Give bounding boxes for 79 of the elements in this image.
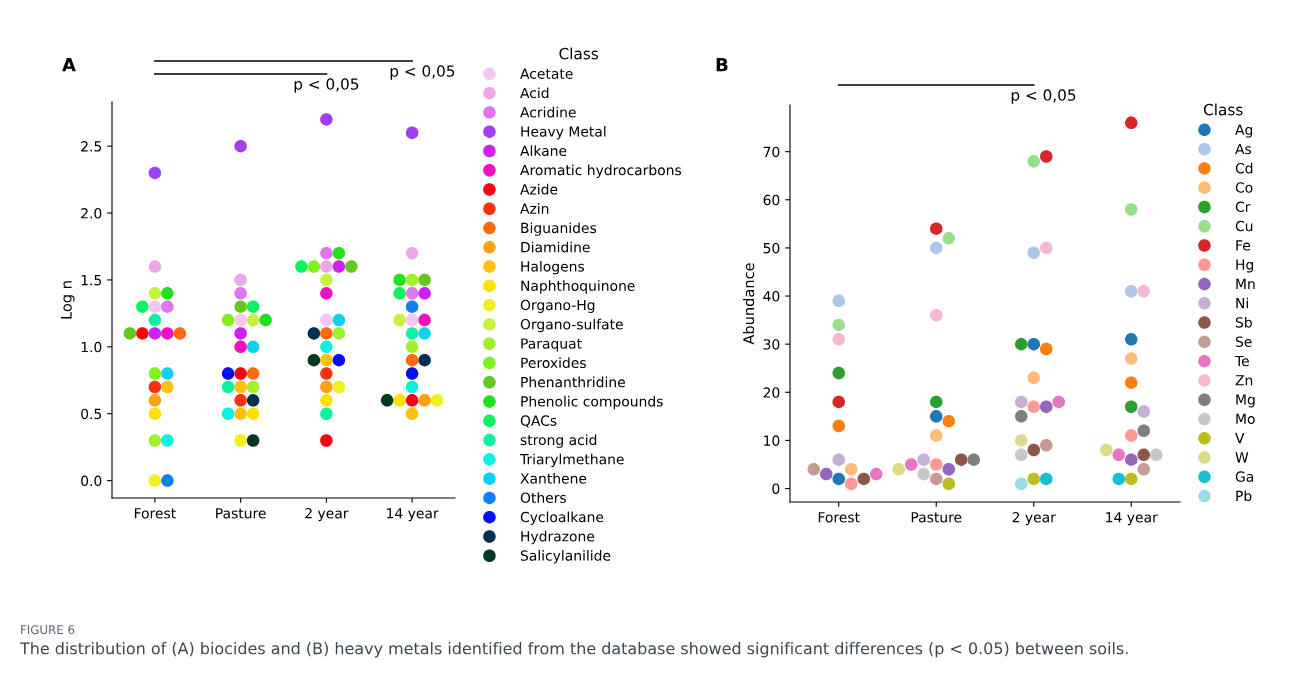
- text: p < 0,05: [1011, 89, 1076, 104]
- legend-label: Ag: [1235, 124, 1253, 138]
- legend-label: Heavy Metal: [521, 126, 606, 140]
- x-tick-label: Pasture: [216, 508, 266, 519]
- legend-label: Xanthene: [520, 472, 587, 484]
- legend-title: Class: [559, 47, 598, 60]
- legend-label: Sb: [1235, 316, 1252, 328]
- legend-label: Phenanthridine: [521, 376, 625, 388]
- legend-label: Hydrazone: [521, 530, 595, 545]
- legend-label: Ni: [1236, 297, 1248, 309]
- legend-label: Co: [1235, 182, 1253, 193]
- x-tick-label: Forest: [818, 512, 860, 523]
- y-tick-label: 1.0: [81, 341, 102, 353]
- y-tick-label: 0.0: [81, 475, 102, 487]
- legend-label: Ga: [1235, 471, 1254, 482]
- y-tick-label: 20: [763, 387, 780, 398]
- legend-label: Halogens: [521, 260, 585, 275]
- legend-label: Organo-sulfate: [520, 318, 623, 333]
- legend-label: Acid: [520, 87, 549, 99]
- legend-label: Salicylanilide: [520, 550, 611, 564]
- legend-label: Triarylmethane: [519, 453, 624, 468]
- legend-label: Fe: [1236, 240, 1251, 251]
- legend-label: strong acid: [520, 434, 597, 448]
- y-tick-label: 60: [763, 194, 780, 206]
- y-tick-label: 50: [763, 242, 780, 254]
- legend-label: Alkane: [520, 145, 567, 157]
- legend-label: Cycloalkane: [520, 511, 604, 525]
- legend-label: Cd: [1235, 162, 1253, 174]
- x-tick-label: 14 year: [1106, 512, 1158, 526]
- legend-label: Diamidine: [521, 241, 590, 253]
- legend-label: Te: [1234, 355, 1249, 367]
- y-tick-label: 0: [772, 483, 780, 494]
- chart-title: A: [62, 58, 76, 72]
- y-tick-label: 70: [763, 146, 780, 158]
- y-tick-label: 2.5: [81, 141, 102, 152]
- legend-title: Class: [1203, 103, 1243, 116]
- legend-label: Biguanides: [521, 222, 597, 236]
- x-tick-label: 2 year: [1012, 511, 1056, 526]
- legend-label: Organo-Hg: [520, 299, 595, 313]
- legend-label: Peroxides: [521, 357, 586, 369]
- legend-label: Azin: [520, 203, 549, 214]
- legend-label: Cu: [1235, 220, 1253, 232]
- legend-label: Mg: [1236, 394, 1255, 408]
- legend-label: Acetate: [520, 68, 573, 79]
- y-tick-label: 2.0: [81, 208, 102, 219]
- x-tick-label: Pasture: [911, 512, 962, 523]
- text: The distribution of (A) biocides and (B) heavy metals identified from the database showed significant differences (p < 0.05) between soils.: [19, 642, 1128, 658]
- legend-label: Mn: [1236, 278, 1255, 289]
- legend-label: QACs: [520, 415, 557, 428]
- y-tick-label: 40: [763, 291, 780, 302]
- legend-label: Others: [520, 492, 566, 503]
- legend-label: As: [1235, 143, 1252, 155]
- text: p < 0,05: [390, 65, 455, 80]
- legend-label: Naphthoquinone: [521, 280, 635, 294]
- legend-label: V: [1235, 433, 1245, 444]
- text: p < 0,05: [294, 78, 359, 93]
- y-tick-label: 1.5: [81, 275, 102, 286]
- x-tick-label: 14 year: [387, 508, 439, 522]
- legend-label: Mo: [1236, 413, 1255, 425]
- x-tick-label: Forest: [134, 508, 176, 519]
- legend-label: Zn: [1235, 375, 1253, 386]
- legend-label: Cr: [1235, 201, 1251, 213]
- legend-label: Azide: [520, 183, 558, 195]
- legend-label: Phenolic compounds: [521, 395, 663, 410]
- legend-label: Hg: [1236, 259, 1253, 273]
- legend-label: Acridine: [520, 106, 576, 118]
- legend-label: Aromatic hydrocarbons: [520, 164, 682, 178]
- y-axis-title: Log n: [60, 281, 75, 319]
- legend-label: Se: [1235, 336, 1252, 347]
- legend-label: Pb: [1236, 490, 1252, 502]
- chart-title: B: [716, 58, 728, 72]
- y-axis-title: Abundance: [742, 263, 755, 345]
- legend-label: Paraquat: [521, 338, 582, 352]
- y-tick-label: 0.5: [81, 408, 102, 420]
- y-tick-label: 30: [763, 339, 780, 350]
- legend-label: W: [1235, 452, 1249, 463]
- y-tick-label: 10: [764, 435, 780, 446]
- x-tick-label: 2 year: [305, 507, 349, 522]
- caption: FIGURE 6: [21, 625, 75, 635]
